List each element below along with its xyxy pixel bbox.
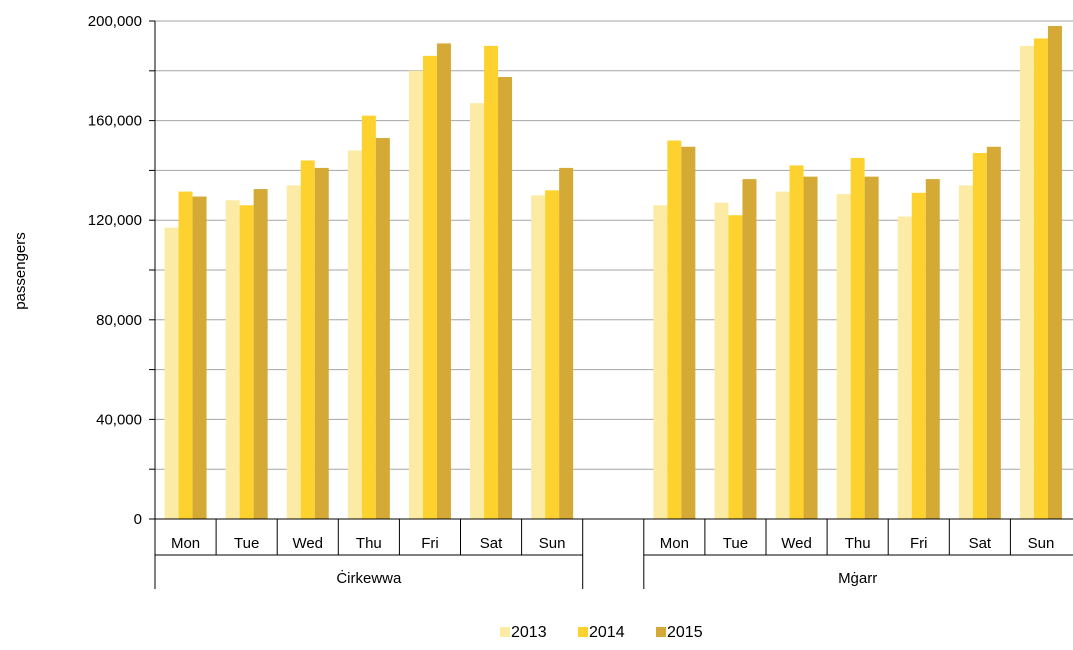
bar-Mġarr-Sun-2014	[1033, 38, 1048, 520]
legend-swatch	[578, 627, 588, 637]
bar-Mġarr-Wed-2015	[803, 176, 818, 519]
bar-Ċirkewwa-Sat-2013	[470, 103, 485, 520]
x-tick-label: Fri	[910, 535, 928, 552]
x-tick-label: Mon	[171, 535, 200, 552]
bar-Ċirkewwa-Sat-2015	[498, 77, 513, 520]
bar-Mġarr-Tue-2015	[742, 179, 757, 520]
x-tick-label: Mon	[660, 535, 689, 552]
x-tick-label: Sun	[1028, 535, 1055, 552]
bar-Mġarr-Sat-2013	[958, 185, 973, 519]
legend-label: 2014	[589, 624, 625, 641]
legend-swatch	[656, 627, 666, 637]
bar-Ċirkewwa-Mon-2014	[178, 191, 193, 519]
bar-Ċirkewwa-Fri-2015	[436, 43, 451, 519]
bar-Ċirkewwa-Sun-2014	[545, 190, 560, 519]
bar-Mġarr-Fri-2013	[897, 216, 912, 519]
x-tick-label: Thu	[356, 535, 382, 552]
bar-Ċirkewwa-Thu-2013	[347, 150, 362, 520]
legend: 2013 2014 2015	[500, 624, 703, 641]
bar-Mġarr-Tue-2014	[728, 215, 743, 519]
group-label: Mġarr	[838, 570, 877, 587]
y-axis-title: passengers	[12, 232, 29, 310]
y-tick-label: 120,000	[88, 212, 142, 229]
bar-Mġarr-Sat-2015	[986, 146, 1001, 519]
x-tick-label: Sat	[969, 535, 992, 552]
legend-label: 2013	[511, 624, 547, 641]
bar-Mġarr-Thu-2014	[850, 157, 865, 519]
x-tick-label: Sat	[480, 535, 503, 552]
y-tick-label: 80,000	[96, 312, 142, 329]
bar-Ċirkewwa-Mon-2013	[164, 227, 179, 520]
bar-Ċirkewwa-Mon-2015	[192, 196, 207, 520]
bar-Ċirkewwa-Tue-2014	[239, 205, 254, 519]
group-label: Ċirkewwa	[336, 569, 402, 587]
bar-Mġarr-Mon-2014	[667, 140, 682, 519]
bar-Mġarr-Mon-2015	[681, 146, 696, 519]
x-tick-label: Tue	[723, 535, 748, 552]
bar-Ċirkewwa-Tue-2015	[253, 189, 268, 519]
bar-Ċirkewwa-Thu-2014	[361, 115, 376, 520]
x-tick-label: Wed	[292, 535, 323, 552]
bar-Mġarr-Thu-2015	[864, 176, 879, 519]
bar-Ċirkewwa-Tue-2013	[225, 200, 240, 519]
bar-Ċirkewwa-Sun-2013	[531, 195, 546, 520]
bar-Mġarr-Tue-2013	[714, 202, 729, 519]
y-tick-labels: 0 40,000 80,000 120,000 160,000 200,000	[88, 13, 142, 528]
bar-Mġarr-Wed-2013	[775, 191, 790, 519]
bar-Ċirkewwa-Sat-2014	[484, 45, 499, 520]
bar-Mġarr-Mon-2013	[653, 205, 668, 519]
bar-Mġarr-Thu-2013	[836, 194, 851, 519]
bar-Mġarr-Fri-2014	[911, 192, 926, 519]
bar-Ċirkewwa-Wed-2013	[286, 185, 301, 519]
bars	[164, 25, 1062, 520]
bar-Ċirkewwa-Thu-2015	[375, 138, 390, 519]
axes	[149, 20, 1073, 589]
x-tick-label: Wed	[781, 535, 812, 552]
bar-Ċirkewwa-Wed-2015	[314, 167, 329, 519]
bar-Ċirkewwa-Wed-2014	[300, 160, 315, 519]
legend-label: 2015	[667, 624, 703, 641]
x-tick-labels: Mon Tue Wed Thu Fri Sat Sun Ċirkewwa Mon Tue Wed Th…	[171, 535, 1054, 587]
legend-swatch	[500, 627, 510, 637]
bar-Mġarr-Sun-2015	[1047, 25, 1062, 519]
bar-Mġarr-Sun-2013	[1019, 45, 1034, 520]
bar-Ċirkewwa-Sun-2015	[559, 167, 574, 519]
bar-Ċirkewwa-Fri-2013	[408, 70, 423, 520]
x-tick-label: Fri	[421, 535, 439, 552]
x-tick-label: Tue	[234, 535, 259, 552]
x-tick-label: Sun	[539, 535, 566, 552]
y-tick-label: 160,000	[88, 113, 142, 130]
bar-Mġarr-Wed-2014	[789, 165, 804, 520]
bar-Ċirkewwa-Fri-2014	[422, 55, 437, 520]
bar-Mġarr-Fri-2015	[925, 179, 940, 520]
y-tick-label: 200,000	[88, 13, 142, 30]
y-tick-label: 40,000	[96, 411, 142, 428]
x-tick-label: Thu	[845, 535, 871, 552]
bar-Mġarr-Sat-2014	[972, 152, 987, 519]
y-tick-label: 0	[134, 511, 142, 528]
